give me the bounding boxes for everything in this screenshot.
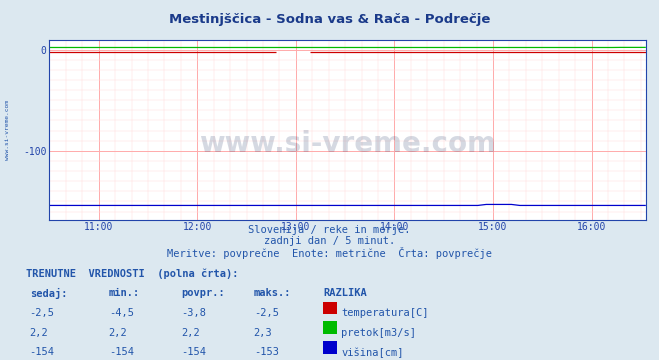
Text: Mestinjščica - Sodna vas & Rača - Podrečje: Mestinjščica - Sodna vas & Rača - Podreč… bbox=[169, 13, 490, 26]
Text: www.si-vreme.com: www.si-vreme.com bbox=[199, 130, 496, 158]
Text: 2,2: 2,2 bbox=[109, 328, 127, 338]
Text: -4,5: -4,5 bbox=[109, 308, 134, 318]
Text: -154: -154 bbox=[30, 347, 55, 357]
Text: 2,2: 2,2 bbox=[30, 328, 48, 338]
Text: TRENUTNE  VREDNOSTI  (polna črta):: TRENUTNE VREDNOSTI (polna črta): bbox=[26, 268, 239, 279]
Text: -2,5: -2,5 bbox=[254, 308, 279, 318]
Text: temperatura[C]: temperatura[C] bbox=[341, 308, 429, 318]
Text: maks.:: maks.: bbox=[254, 288, 291, 298]
Text: www.si-vreme.com: www.si-vreme.com bbox=[5, 100, 11, 159]
Text: povpr.:: povpr.: bbox=[181, 288, 225, 298]
Text: sedaj:: sedaj: bbox=[30, 288, 67, 299]
Text: zadnji dan / 5 minut.: zadnji dan / 5 minut. bbox=[264, 236, 395, 246]
Text: -153: -153 bbox=[254, 347, 279, 357]
Text: -154: -154 bbox=[181, 347, 206, 357]
Text: -3,8: -3,8 bbox=[181, 308, 206, 318]
Text: Slovenija / reke in morje.: Slovenija / reke in morje. bbox=[248, 225, 411, 235]
Text: 2,2: 2,2 bbox=[181, 328, 200, 338]
Text: 2,3: 2,3 bbox=[254, 328, 272, 338]
Text: RAZLIKA: RAZLIKA bbox=[323, 288, 366, 298]
Text: višina[cm]: višina[cm] bbox=[341, 347, 404, 358]
Text: -2,5: -2,5 bbox=[30, 308, 55, 318]
Text: pretok[m3/s]: pretok[m3/s] bbox=[341, 328, 416, 338]
Text: min.:: min.: bbox=[109, 288, 140, 298]
Text: Meritve: povprečne  Enote: metrične  Črta: povprečje: Meritve: povprečne Enote: metrične Črta:… bbox=[167, 247, 492, 258]
Text: -154: -154 bbox=[109, 347, 134, 357]
